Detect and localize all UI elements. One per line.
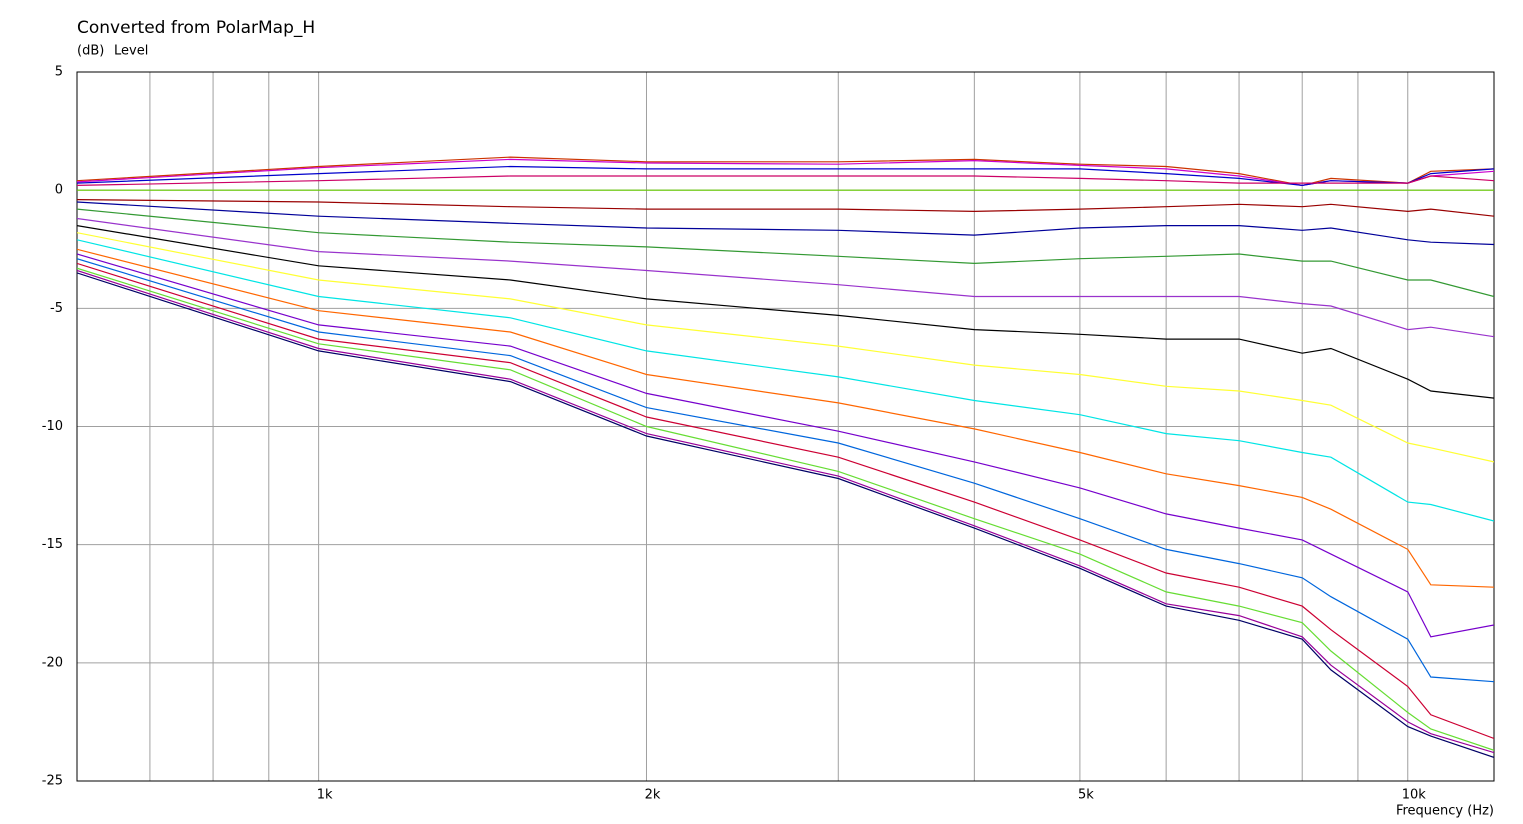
- series-line: [77, 239, 1494, 522]
- series-line: [77, 248, 1494, 588]
- series-line: [77, 267, 1494, 751]
- chart-title: Converted from PolarMap_H: [77, 18, 315, 38]
- plot-lines: [77, 156, 1494, 758]
- series-line: [77, 225, 1494, 399]
- series-line: [77, 201, 1494, 246]
- x-tick-label: 5k: [1078, 788, 1094, 803]
- y-tick-label: -25: [42, 774, 63, 789]
- plot-frame: [76, 71, 1495, 782]
- y-tick-label: -15: [42, 537, 63, 552]
- series-line: [77, 175, 1494, 186]
- series-line: [77, 208, 1494, 298]
- y-unit: (dB): [77, 44, 104, 59]
- series-line: [77, 199, 1494, 217]
- y-tick-label: -20: [42, 655, 63, 670]
- x-axis-label: Frequency (Hz): [1396, 804, 1494, 819]
- y-axis-label: Level: [114, 44, 148, 59]
- y-tick-label: 5: [55, 65, 63, 80]
- series-line: [77, 217, 1494, 338]
- x-tick-label: 1k: [317, 788, 333, 803]
- series-line: [77, 253, 1494, 638]
- y-tick-label: 0: [55, 183, 63, 198]
- series-line: [77, 262, 1494, 740]
- series-line: [77, 269, 1494, 754]
- series-line: [77, 258, 1494, 683]
- series-line: [77, 232, 1494, 463]
- x-tick-label: 2k: [645, 788, 661, 803]
- y-tick-label: -5: [50, 301, 63, 316]
- x-tick-label: 10k: [1402, 788, 1427, 803]
- series-line: [77, 272, 1494, 758]
- y-tick-label: -10: [42, 419, 63, 434]
